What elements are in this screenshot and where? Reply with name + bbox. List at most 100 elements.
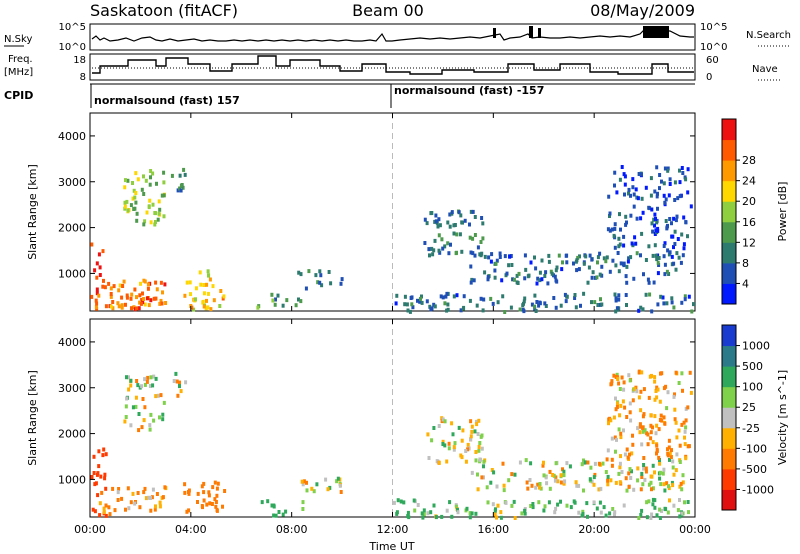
- scatter-cell: [129, 383, 133, 388]
- scatter-cell: [665, 481, 669, 486]
- scatter-cell: [154, 394, 158, 399]
- scatter-cell: [579, 303, 582, 308]
- scatter-cell: [554, 475, 558, 480]
- scatter-cell: [440, 237, 444, 242]
- scatter-cell: [90, 242, 94, 247]
- scatter-cell: [164, 301, 168, 305]
- scatter-cell: [140, 298, 144, 302]
- scatter-cell: [624, 222, 628, 227]
- scatter-cell: [692, 302, 695, 307]
- scatter-cell: [654, 228, 658, 233]
- scatter-cell: [206, 269, 210, 274]
- scatter-cell: [480, 216, 484, 220]
- colorbar-tick-label: 16: [742, 216, 756, 229]
- scatter-cell: [336, 476, 340, 481]
- scatter-cell: [216, 481, 220, 486]
- scatter-cell: [151, 202, 155, 207]
- scatter-cell: [109, 286, 113, 291]
- scatter-cell: [134, 171, 138, 176]
- scatter-cell: [470, 277, 474, 282]
- scatter-cell: [600, 302, 604, 307]
- scatter-cell: [655, 257, 659, 262]
- scatter-cell: [507, 478, 511, 483]
- scatter-cell: [430, 211, 434, 215]
- scatter-cell: [654, 253, 658, 258]
- scatter-cell: [662, 193, 666, 198]
- scatter-cell: [564, 253, 568, 258]
- scatter-cell: [620, 165, 624, 169]
- scatter-cell: [639, 253, 642, 258]
- scatter-cell: [425, 299, 429, 304]
- scatter-cell: [183, 172, 187, 177]
- scatter-cell: [668, 217, 672, 221]
- scatter-cell: [614, 396, 617, 401]
- scatter-cell: [154, 220, 157, 224]
- scatter-cell: [644, 258, 648, 262]
- scatter-cell: [608, 269, 612, 274]
- scatter-cell: [469, 264, 473, 269]
- scatter-cell: [623, 174, 627, 179]
- scatter-cell: [153, 211, 157, 215]
- scatter-cell: [683, 294, 687, 299]
- scatter-cell: [523, 253, 527, 258]
- scatter-cell: [312, 489, 316, 494]
- scatter-cell: [123, 200, 127, 205]
- scatter-cell: [297, 270, 301, 275]
- scatter-cell: [454, 504, 458, 509]
- scatter-cell: [445, 308, 449, 313]
- scatter-cell: [127, 375, 130, 380]
- scatter-cell: [662, 181, 666, 186]
- scatter-cell: [618, 480, 622, 485]
- scatter-cell: [640, 442, 644, 447]
- scatter-cell: [655, 395, 659, 400]
- scatter-cell: [145, 379, 149, 384]
- scatter-cell: [427, 247, 431, 252]
- scatter-cell: [647, 499, 651, 504]
- scatter-cell: [447, 446, 451, 451]
- scatter-cell: [543, 274, 547, 278]
- scatter-cell: [680, 487, 684, 492]
- scatter-cell: [523, 508, 527, 513]
- scatter-cell: [668, 457, 671, 462]
- scatter-cell: [154, 504, 157, 509]
- scatter-cell: [687, 510, 690, 515]
- scatter-cell: [450, 514, 454, 519]
- velocity-plot-frame: [89, 318, 696, 518]
- scatter-cell: [686, 500, 690, 504]
- scatter-cell: [547, 253, 551, 258]
- scatter-cell: [617, 297, 621, 302]
- scatter-cell: [205, 282, 209, 287]
- scatter-cell: [650, 207, 654, 212]
- scatter-cell: [149, 375, 153, 380]
- scatter-cell: [622, 234, 626, 239]
- scatter-cell: [141, 397, 145, 401]
- scatter-cell: [131, 491, 135, 496]
- scatter-cell: [639, 305, 643, 310]
- scatter-cell: [124, 178, 127, 183]
- scatter-cell: [598, 500, 602, 505]
- colorbar-swatch: [722, 180, 736, 202]
- colorbar-tick-label: 100: [742, 381, 763, 394]
- colorbar-swatch: [722, 345, 736, 367]
- scatter-cell: [601, 461, 605, 466]
- scatter-cell: [682, 246, 686, 251]
- scatter-cell: [611, 258, 615, 263]
- scatter-cell: [120, 496, 124, 501]
- scatter-cell: [174, 371, 178, 376]
- colorbar-swatch: [722, 366, 736, 388]
- scatter-cell: [158, 207, 162, 212]
- scatter-cell: [628, 452, 631, 457]
- colorbar-frame: [721, 324, 737, 511]
- scatter-cell: [678, 168, 681, 173]
- scatter-cell: [160, 193, 164, 198]
- scatter-cell: [185, 509, 189, 514]
- scatter-cell: [530, 483, 534, 488]
- scatter-cell: [196, 491, 200, 496]
- scatter-cell: [134, 395, 138, 400]
- scatter-cell: [148, 198, 152, 203]
- scatter-cell: [101, 249, 105, 254]
- scatter-cell: [301, 507, 305, 511]
- scatter-cell: [590, 479, 594, 484]
- scatter-cell: [206, 291, 210, 296]
- scatter-cell: [143, 382, 147, 387]
